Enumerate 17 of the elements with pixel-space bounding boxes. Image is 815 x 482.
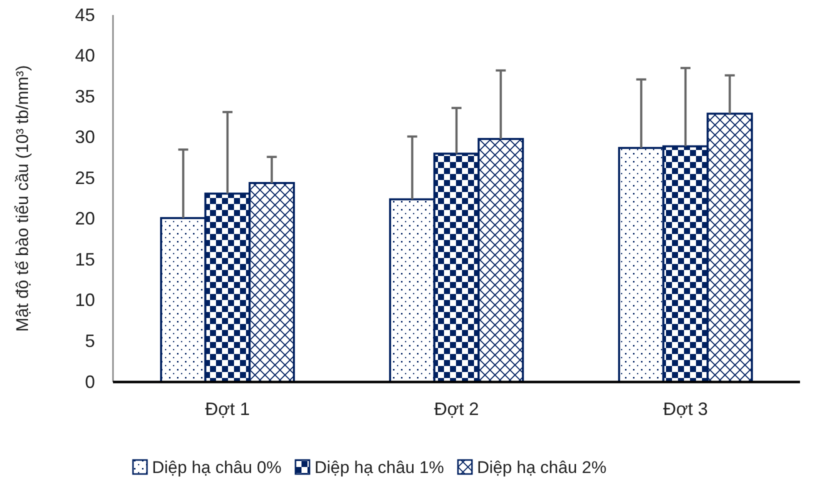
y-tick-label: 20 (74, 208, 95, 229)
x-tick-label: Đợt 1 (205, 398, 250, 419)
legend-label: Diệp hạ châu 1% (314, 458, 444, 477)
y-tick-label: 15 (74, 249, 95, 270)
x-tick-label: Đợt 3 (663, 398, 708, 419)
y-tick-label: 10 (74, 290, 95, 310)
legend-label: Diệp hạ châu 2% (476, 458, 606, 477)
y-tick-label: 40 (74, 46, 95, 66)
y-tick-label: 35 (74, 86, 95, 106)
y-tick-label: 5 (84, 330, 95, 351)
y-tick-label: 30 (74, 127, 95, 148)
y-tick-label: 45 (74, 4, 95, 25)
legend-label: Diệp hạ châu 0% (152, 458, 282, 477)
y-axis-title: Mật độ tế bào tiểu cầu (10³ tb/mm³) (13, 65, 32, 332)
x-tick-label: Đợt 2 (434, 398, 479, 419)
y-tick-label: 25 (74, 168, 95, 188)
y-tick-label: 0 (84, 372, 95, 392)
